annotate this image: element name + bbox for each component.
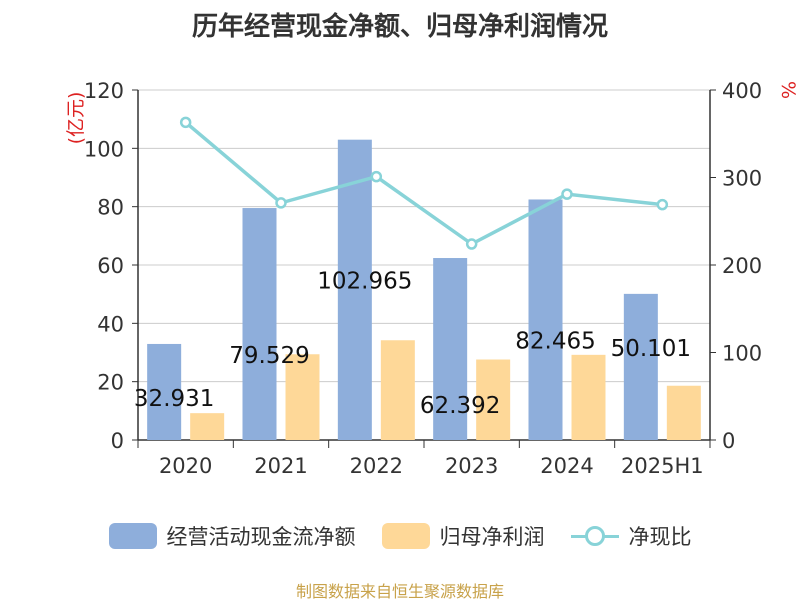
net-profit-bar: [476, 359, 511, 440]
right-tick-label: 100: [722, 342, 762, 366]
ratio-point: [275, 197, 287, 209]
net-profit-bar: [571, 354, 606, 440]
x-tick-label: 2023: [445, 454, 498, 478]
chart-title: 历年经营现金净额、归母净利润情况: [191, 12, 608, 42]
ratio-point: [179, 116, 192, 129]
cashflow-data-label: 102.965: [317, 269, 412, 295]
cashflow-bar: [147, 343, 182, 440]
right-tick-label: 300: [722, 167, 762, 191]
bars: [147, 139, 701, 440]
grid-lines: [138, 89, 710, 383]
cashflow-bar: [242, 208, 277, 440]
cashflow-data-label: 32.931: [134, 386, 214, 412]
left-tick-label: 100: [84, 137, 124, 161]
right-tick-label: 200: [722, 254, 762, 278]
left-tick-label: 20: [97, 371, 124, 395]
ratio-line: [179, 116, 669, 250]
legend: 经营活动现金流净额 归母净利润 净现比: [0, 516, 800, 556]
ratio-point: [370, 170, 383, 183]
legend-item-net-profit[interactable]: 归母净利润: [381, 521, 545, 551]
cashflow-data-label: 79.529: [229, 343, 309, 369]
source-note: 制图数据来自恒生聚源数据库: [295, 582, 504, 601]
cashflow-swatch: [108, 523, 157, 549]
legend-label-cashflow: 经营活动现金流净额: [166, 525, 356, 549]
ratio-point: [656, 198, 669, 211]
axes: 0 20 40 60 80 100 120 0 100 200 300 400 2020 2021 2022…: [84, 79, 762, 478]
cashflow-data-label: 82.465: [515, 328, 595, 354]
net-profit-bar: [285, 354, 320, 440]
left-tick-label: 40: [97, 312, 124, 336]
net-profit-bar: [380, 340, 415, 440]
net-profit-bar: [666, 385, 701, 440]
ratio-swatch: [570, 523, 619, 549]
ratio-point: [465, 238, 478, 250]
right-axis-label: %: [777, 81, 799, 99]
x-tick-label: 2022: [350, 454, 403, 478]
cashflow-bar: [433, 258, 468, 440]
left-tick-label: 0: [111, 429, 124, 453]
net-profit-swatch: [381, 523, 430, 549]
x-tick-label: 2020: [159, 454, 212, 478]
cashflow-bar: [528, 199, 563, 440]
ratio-line-path: [184, 121, 663, 247]
left-axis-label: (亿元): [65, 92, 87, 145]
x-tick-label: 2024: [540, 454, 593, 478]
net-profit-bar: [190, 413, 225, 440]
cashflow-data-label: 62.392: [420, 393, 500, 419]
right-tick-label: 400: [722, 79, 762, 103]
x-tick-label: 2025H1: [621, 454, 704, 478]
legend-label-ratio: 净现比: [628, 525, 692, 549]
x-tick-label: 2021: [254, 454, 307, 478]
legend-item-ratio[interactable]: 净现比: [570, 521, 692, 551]
left-tick-label: 60: [97, 254, 124, 278]
right-tick-label: 0: [722, 429, 735, 453]
cashflow-data-label: 50.101: [611, 336, 691, 362]
cashflow-bar: [623, 293, 658, 440]
legend-label-net-profit: 归母净利润: [439, 525, 545, 549]
cashflow-bar: [337, 139, 372, 440]
left-tick-label: 80: [97, 196, 124, 220]
left-tick-label: 120: [84, 79, 124, 103]
ratio-point: [561, 188, 573, 200]
legend-item-cashflow[interactable]: 经营活动现金流净额: [108, 521, 356, 551]
data-labels: 32.931 79.529 102.965 62.392 82.465 50.101: [134, 269, 691, 419]
